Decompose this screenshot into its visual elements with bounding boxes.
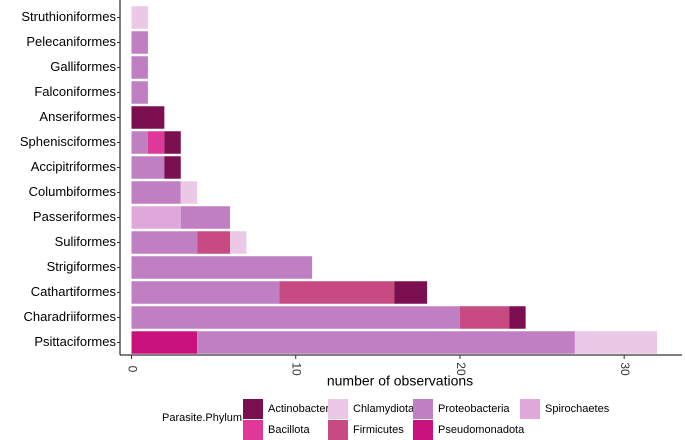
bar-segment — [131, 81, 148, 104]
legend-key — [413, 420, 433, 440]
bar-segment — [131, 181, 181, 204]
bar-segment — [230, 231, 247, 254]
x-tick-label: 20 — [454, 362, 468, 376]
y-tick-label: Struthioniformes — [21, 9, 116, 24]
bar-segment — [180, 206, 231, 229]
bar-segment — [131, 6, 148, 29]
x-tick-label: 30 — [618, 362, 632, 376]
y-tick-label: Sphenisciformes — [20, 134, 117, 149]
y-tick-label: Charadriiformes — [24, 309, 117, 324]
legend-label: Bacillota — [268, 424, 310, 436]
bar-segment — [197, 231, 231, 254]
y-tick-label: Columbiformes — [29, 184, 117, 199]
bar-segment — [394, 281, 428, 304]
bar-segment — [164, 156, 181, 179]
bar-segment — [574, 331, 658, 354]
bar-segment — [164, 131, 181, 154]
bar-segment — [131, 331, 198, 354]
bar-segment — [147, 131, 165, 154]
bar-segment — [131, 31, 148, 54]
legend-key — [520, 399, 540, 419]
bar-segment — [279, 281, 395, 304]
y-tick-label: Suliformes — [55, 234, 117, 249]
legend-key — [413, 399, 433, 419]
y-tick-label: Accipitriformes — [31, 159, 117, 174]
bar-segment — [131, 231, 198, 254]
bar-segment — [131, 156, 165, 179]
legend-key — [328, 420, 348, 440]
legend-label: Pseudomonadota — [438, 424, 525, 436]
bar-segment — [131, 56, 148, 79]
x-tick-label: 10 — [290, 362, 304, 376]
x-tick-label: 0 — [125, 366, 139, 373]
bar-segment — [180, 181, 198, 204]
x-axis-label: number of observations — [327, 373, 473, 389]
bar-segment — [131, 281, 280, 304]
legend-label: Chlamydiota — [353, 403, 415, 415]
bar-segment — [131, 106, 165, 129]
legend-label: Proteobacteria — [438, 403, 510, 415]
legend-label: Spirochaetes — [545, 403, 610, 415]
bar-segment — [197, 331, 575, 354]
bar-segment — [131, 206, 181, 229]
bar-segment — [131, 306, 460, 329]
legend-title: Parasite.Phylum — [162, 412, 242, 424]
bar-segment — [509, 306, 526, 329]
bar-segment — [131, 131, 148, 154]
y-tick-label: Strigiformes — [47, 259, 117, 274]
legend-key — [243, 420, 263, 440]
y-tick-label: Pelecaniformes — [26, 34, 116, 49]
legend-label: Actinobacteria — [268, 403, 339, 415]
y-tick-label: Passeriformes — [33, 209, 117, 224]
y-tick-label: Falconiformes — [34, 84, 116, 99]
y-tick-label: Psittaciformes — [34, 334, 116, 349]
y-tick-label: Cathartiformes — [31, 284, 117, 299]
y-tick-label: Anseriformes — [39, 109, 116, 124]
y-tick-label: Galliformes — [50, 59, 116, 74]
bar-segment — [131, 256, 313, 279]
bar-segment — [459, 306, 510, 329]
legend-label: Firmicutes — [353, 424, 404, 436]
legend-key — [243, 399, 263, 419]
legend-key — [328, 399, 348, 419]
